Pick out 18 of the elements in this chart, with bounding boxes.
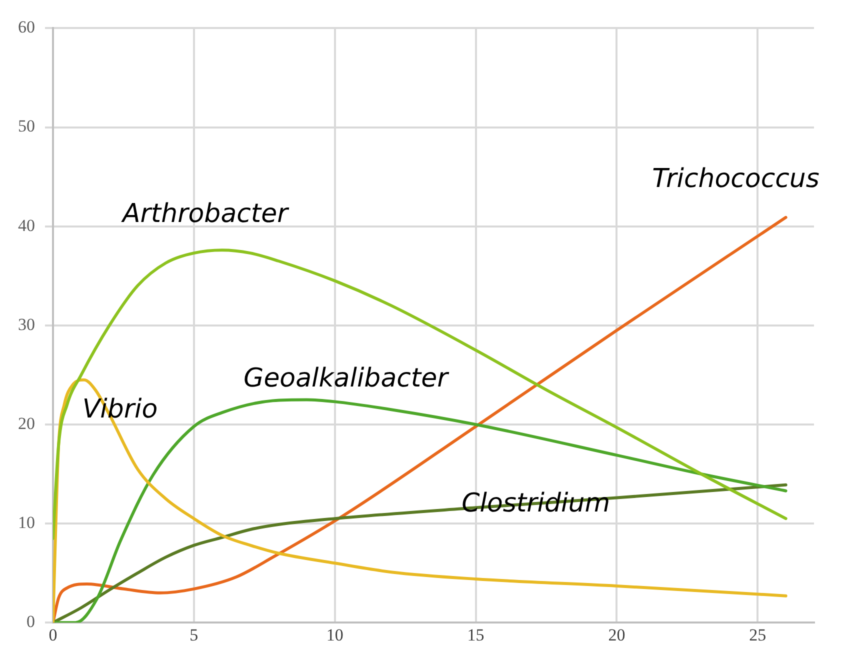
y-tick-label: 60 bbox=[18, 18, 35, 37]
x-tick-label: 20 bbox=[608, 625, 626, 644]
line-series bbox=[53, 483, 788, 623]
y-tick-label: 50 bbox=[18, 116, 35, 136]
y-tick-label: 0 bbox=[26, 612, 35, 632]
y-tick-label: 20 bbox=[18, 414, 35, 433]
y-tick-label: 40 bbox=[18, 216, 35, 235]
x-tick-label: 15 bbox=[467, 625, 484, 644]
y-tick-label: 30 bbox=[18, 314, 35, 334]
line-series bbox=[53, 248, 788, 540]
x-tick-label: 10 bbox=[326, 625, 344, 644]
series-label: Trichococcus bbox=[652, 164, 820, 194]
x-tick-label: 0 bbox=[48, 625, 58, 644]
x-tick-label: 25 bbox=[749, 625, 766, 644]
series-label: Geoalkalibacter bbox=[244, 363, 450, 394]
x-tick-label: 5 bbox=[190, 625, 198, 644]
series-label: Arthrobacter bbox=[120, 198, 290, 229]
y-tick-label: 10 bbox=[18, 513, 35, 532]
